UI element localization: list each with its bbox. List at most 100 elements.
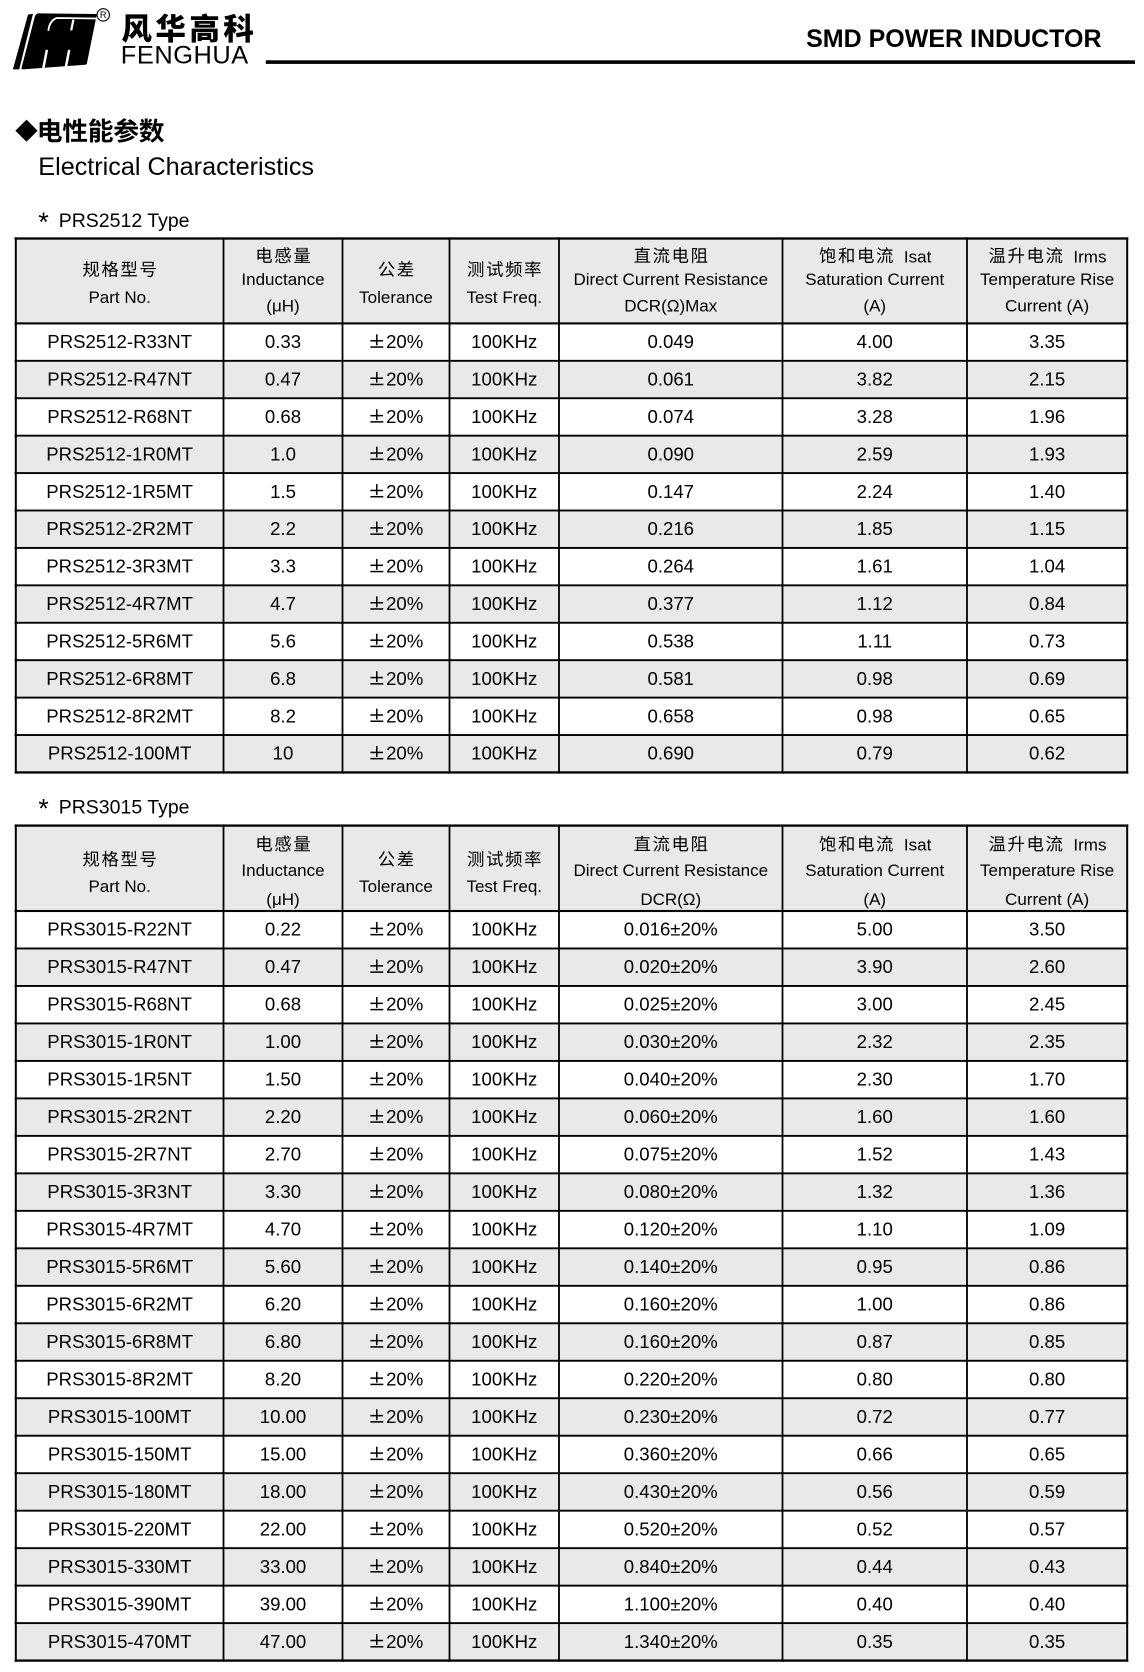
svg-text:PRS2512 Type: PRS2512 Type [59, 210, 190, 232]
svg-text:1.43: 1.43 [1029, 1144, 1065, 1165]
svg-text:3.00: 3.00 [857, 994, 893, 1015]
svg-text:20%: 20% [386, 1294, 423, 1315]
svg-text:Isat: Isat [904, 836, 932, 855]
svg-text:Saturation Current: Saturation Current [805, 861, 944, 880]
svg-text:PRS2512-R47NT: PRS2512-R47NT [47, 369, 192, 390]
svg-text:20%: 20% [386, 1219, 423, 1240]
svg-text:1.00: 1.00 [857, 1294, 893, 1315]
svg-text:2.60: 2.60 [1029, 956, 1065, 977]
svg-text:1.04: 1.04 [1029, 556, 1065, 577]
svg-text:0.73: 0.73 [1029, 630, 1065, 651]
svg-text:PRS3015-5R6MT: PRS3015-5R6MT [46, 1256, 193, 1277]
svg-text:20%: 20% [386, 994, 423, 1015]
svg-text:100KHz: 100KHz [471, 1294, 537, 1315]
svg-text:*: * [38, 793, 49, 823]
svg-text:100KHz: 100KHz [471, 443, 537, 464]
svg-text:20%: 20% [386, 369, 423, 390]
svg-text:1.40: 1.40 [1029, 481, 1065, 502]
svg-text:20%: 20% [386, 406, 423, 427]
svg-text:Part No.: Part No. [88, 288, 150, 307]
svg-text:39.00: 39.00 [260, 1593, 307, 1614]
svg-text:2.20: 2.20 [265, 1106, 301, 1127]
svg-text:6.20: 6.20 [265, 1294, 301, 1315]
svg-text:0.538: 0.538 [647, 630, 694, 651]
svg-text:20%: 20% [386, 1481, 423, 1502]
svg-text:100KHz: 100KHz [471, 1518, 537, 1539]
svg-text:2.30: 2.30 [857, 1069, 893, 1090]
svg-text:1.50: 1.50 [265, 1069, 301, 1090]
svg-text:0.080±20%: 0.080±20% [624, 1181, 718, 1202]
svg-text:20%: 20% [386, 919, 423, 940]
svg-text:2.70: 2.70 [265, 1144, 301, 1165]
svg-text:100KHz: 100KHz [471, 994, 537, 1015]
svg-text:Current (A): Current (A) [1005, 890, 1089, 909]
svg-text:100KHz: 100KHz [471, 1443, 537, 1464]
svg-text:0.52: 0.52 [857, 1518, 893, 1539]
svg-text:0.120±20%: 0.120±20% [624, 1219, 718, 1240]
svg-text:20%: 20% [386, 956, 423, 977]
svg-text:20%: 20% [386, 481, 423, 502]
svg-text:100KHz: 100KHz [471, 1331, 537, 1352]
svg-text:PRS3015-1R5NT: PRS3015-1R5NT [47, 1069, 192, 1090]
svg-text:Inductance: Inductance [241, 861, 324, 880]
svg-text:PRS3015-2R7NT: PRS3015-2R7NT [47, 1144, 192, 1165]
svg-text:100KHz: 100KHz [471, 1556, 537, 1577]
svg-text:100KHz: 100KHz [471, 1069, 537, 1090]
svg-text:22.00: 22.00 [260, 1518, 307, 1539]
svg-text:1.96: 1.96 [1029, 406, 1065, 427]
svg-text:100KHz: 100KHz [471, 630, 537, 651]
svg-text:20%: 20% [386, 1631, 423, 1652]
svg-text:1.10: 1.10 [857, 1219, 893, 1240]
svg-text:0.230±20%: 0.230±20% [624, 1406, 718, 1427]
svg-text:100KHz: 100KHz [471, 919, 537, 940]
svg-text:20%: 20% [386, 1593, 423, 1614]
svg-text:0.360±20%: 0.360±20% [624, 1443, 718, 1464]
svg-text:20%: 20% [386, 1181, 423, 1202]
svg-text:1.85: 1.85 [857, 518, 893, 539]
svg-text:3.3: 3.3 [270, 556, 296, 577]
svg-text:20%: 20% [386, 518, 423, 539]
svg-text:Irms: Irms [1073, 836, 1106, 855]
svg-text:2.45: 2.45 [1029, 994, 1065, 1015]
svg-text:1.100±20%: 1.100±20% [624, 1593, 718, 1614]
svg-text:PRS2512-3R3MT: PRS2512-3R3MT [46, 556, 193, 577]
svg-text:PRS3015-R68NT: PRS3015-R68NT [47, 994, 192, 1015]
svg-text:5.6: 5.6 [270, 630, 296, 651]
svg-text:0.57: 0.57 [1029, 1518, 1065, 1539]
svg-text:6.8: 6.8 [270, 668, 296, 689]
svg-text:0.049: 0.049 [647, 331, 694, 352]
svg-text:20%: 20% [386, 331, 423, 352]
svg-text:100KHz: 100KHz [471, 743, 537, 764]
svg-text:15.00: 15.00 [260, 1443, 307, 1464]
svg-text:100KHz: 100KHz [471, 1031, 537, 1052]
svg-text:0.060±20%: 0.060±20% [624, 1106, 718, 1127]
svg-text:0.35: 0.35 [857, 1631, 893, 1652]
svg-text:0.220±20%: 0.220±20% [624, 1368, 718, 1389]
svg-text:3.82: 3.82 [857, 369, 893, 390]
svg-text:0.79: 0.79 [857, 743, 893, 764]
svg-text:0.22: 0.22 [265, 919, 301, 940]
svg-text:0.47: 0.47 [265, 956, 301, 977]
svg-text:0.43: 0.43 [1029, 1556, 1065, 1577]
svg-text:4.70: 4.70 [265, 1219, 301, 1240]
svg-text:3.35: 3.35 [1029, 331, 1065, 352]
svg-text:1.52: 1.52 [857, 1144, 893, 1165]
svg-text:Part No.: Part No. [88, 877, 150, 896]
svg-text:100KHz: 100KHz [471, 1368, 537, 1389]
svg-text:20%: 20% [386, 556, 423, 577]
svg-text:Saturation Current: Saturation Current [805, 270, 944, 289]
svg-text:(μH): (μH) [266, 296, 299, 315]
svg-text:Isat: Isat [904, 247, 932, 266]
svg-text:Direct Current Resistance: Direct Current Resistance [573, 861, 768, 880]
svg-text:0.85: 0.85 [1029, 1331, 1065, 1352]
svg-text:0.377: 0.377 [647, 593, 694, 614]
svg-text:Tolerance: Tolerance [359, 288, 433, 307]
svg-text:100KHz: 100KHz [471, 1181, 537, 1202]
svg-text:100KHz: 100KHz [471, 1593, 537, 1614]
svg-text:1.60: 1.60 [857, 1106, 893, 1127]
svg-text:PRS3015-6R2MT: PRS3015-6R2MT [46, 1294, 193, 1315]
svg-text:4.7: 4.7 [270, 593, 296, 614]
svg-text:Direct Current Resistance: Direct Current Resistance [573, 270, 768, 289]
svg-text:0.68: 0.68 [265, 406, 301, 427]
svg-text:PRS3015-390MT: PRS3015-390MT [48, 1593, 192, 1614]
